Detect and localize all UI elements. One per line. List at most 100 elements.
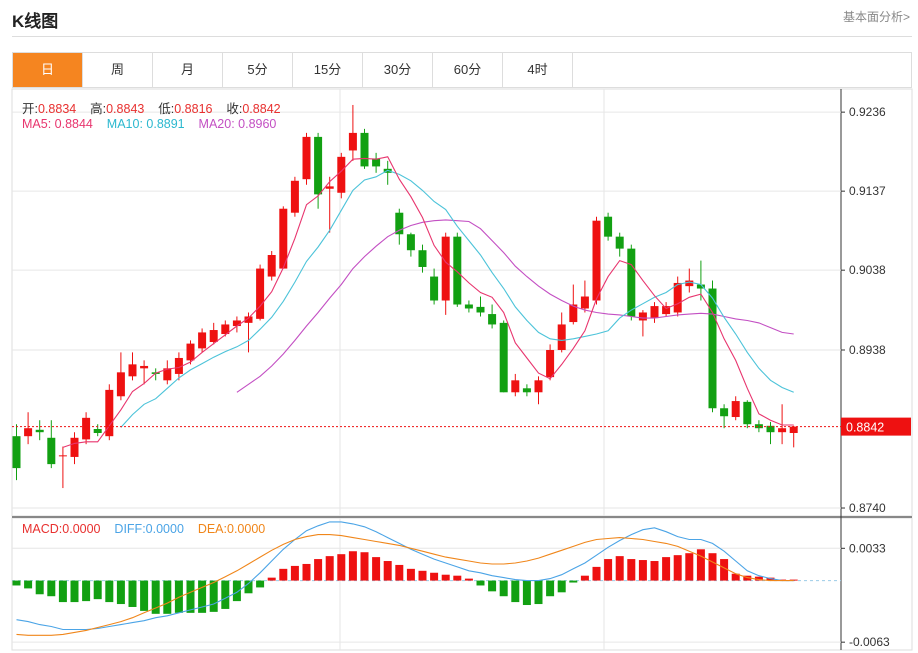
- macd-bar-positive: [325, 556, 334, 581]
- candle-up: [163, 368, 172, 381]
- candle-up: [186, 343, 195, 361]
- candle-up: [24, 428, 33, 437]
- price-tick-label: 0.9137: [849, 184, 886, 198]
- candle-up: [348, 132, 357, 151]
- price-tick-label: 0.8740: [849, 501, 886, 515]
- candle-down: [406, 234, 415, 251]
- candle-up: [290, 180, 299, 213]
- candle-down: [360, 132, 369, 167]
- macd-bar-negative: [105, 580, 114, 603]
- candle-up: [256, 268, 265, 319]
- candle-down: [453, 236, 462, 305]
- tab-30min[interactable]: 30分: [363, 53, 433, 87]
- candle-up: [82, 417, 91, 440]
- macd-bar-negative: [488, 580, 497, 592]
- candle-up: [70, 437, 79, 457]
- tab-day[interactable]: 日: [13, 53, 83, 87]
- macd-panel-frame: [11, 517, 913, 651]
- candle-up: [662, 306, 671, 315]
- candle-down: [488, 314, 497, 325]
- candle-up: [128, 364, 137, 377]
- macd-bar-negative: [209, 580, 218, 612]
- candle-down: [754, 424, 763, 429]
- candle-down: [476, 306, 485, 313]
- candle-up: [441, 236, 450, 301]
- candle-down: [418, 250, 427, 267]
- open-value: 0.8834: [37, 102, 77, 116]
- candle-up: [592, 220, 601, 301]
- macd-bar-positive: [383, 561, 392, 581]
- candle-up: [511, 380, 520, 393]
- candle-up: [244, 316, 253, 323]
- candle-up: [673, 282, 682, 313]
- ma20-value: 0.8960: [238, 117, 277, 131]
- macd-bar-negative: [163, 580, 172, 614]
- macd-bar-positive: [673, 555, 682, 581]
- macd-bar-positive: [348, 551, 357, 581]
- tab-week[interactable]: 周: [83, 53, 153, 87]
- candle-up: [650, 306, 659, 319]
- macd-bar-negative: [35, 580, 44, 595]
- candle-down: [522, 388, 531, 393]
- candle-down: [627, 248, 636, 317]
- low-value: 0.8816: [174, 102, 213, 116]
- header: K线图 基本面分析>: [0, 0, 918, 36]
- candle-up: [302, 136, 311, 180]
- macd-bar-positive: [314, 559, 323, 581]
- close-label: 收:: [226, 102, 243, 116]
- price-tick-label: 0.9038: [849, 263, 886, 277]
- tab-5min[interactable]: 5分: [223, 53, 293, 87]
- candle-up: [105, 389, 114, 437]
- candle-down: [708, 288, 717, 409]
- macd-bar-negative: [82, 580, 91, 602]
- tab-60min[interactable]: 60分: [433, 53, 503, 87]
- macd-bar-positive: [650, 561, 659, 581]
- macd-bar-negative: [522, 580, 531, 606]
- macd-bar-negative: [221, 580, 230, 609]
- macd-bar-positive: [754, 576, 763, 581]
- main-panel-frame: [11, 88, 913, 517]
- macd-bar-negative: [186, 580, 195, 613]
- candle-up: [209, 330, 218, 343]
- macd-bar-negative: [47, 580, 56, 597]
- macd-bar-positive: [279, 568, 288, 581]
- fundamental-analysis-link[interactable]: 基本面分析>: [842, 10, 910, 24]
- chart-title: K线图: [12, 12, 59, 31]
- candle-up: [267, 255, 276, 277]
- macd-bar-positive: [720, 559, 729, 581]
- ma5-value: 0.8844: [54, 117, 93, 131]
- macd-bar-positive: [372, 557, 381, 581]
- current-price-tag: [841, 417, 911, 436]
- macd-bar-positive: [430, 572, 439, 581]
- macd-bar-negative: [12, 580, 21, 586]
- ma10-value: 0.8891: [146, 117, 185, 131]
- ma10-label: MA10:: [106, 117, 147, 131]
- macd-bar-negative: [534, 580, 543, 605]
- macd-bar-positive: [337, 554, 346, 581]
- ma5-line: [62, 156, 794, 448]
- macd-readout: MACD:0.0000 DIFF:0.0000 DEA:0.0000: [22, 522, 265, 536]
- tab-15min[interactable]: 15分: [293, 53, 363, 87]
- macd-bar-positive: [662, 557, 671, 581]
- macd-bar-negative: [24, 580, 33, 589]
- macd-bar-negative: [244, 580, 253, 594]
- candle-up: [221, 324, 230, 335]
- ma20-label: MA20:: [198, 117, 239, 131]
- macd-bar-positive: [638, 560, 647, 581]
- candle-up: [116, 372, 125, 397]
- dea-line: [16, 534, 794, 636]
- candle-up: [140, 365, 149, 369]
- macd-bar-negative: [58, 580, 67, 603]
- tab-4hour[interactable]: 4时: [503, 53, 573, 87]
- candle-up: [337, 156, 346, 193]
- macd-bar-positive: [580, 575, 589, 581]
- tab-month[interactable]: 月: [153, 53, 223, 87]
- macd-bar-positive: [406, 568, 415, 581]
- candle-down: [499, 322, 508, 393]
- macd-bar-negative: [511, 580, 520, 603]
- macd-bar-negative: [151, 580, 160, 614]
- macd-bar-positive: [592, 566, 601, 581]
- macd-bar-positive: [441, 574, 450, 581]
- candle-up: [789, 426, 798, 433]
